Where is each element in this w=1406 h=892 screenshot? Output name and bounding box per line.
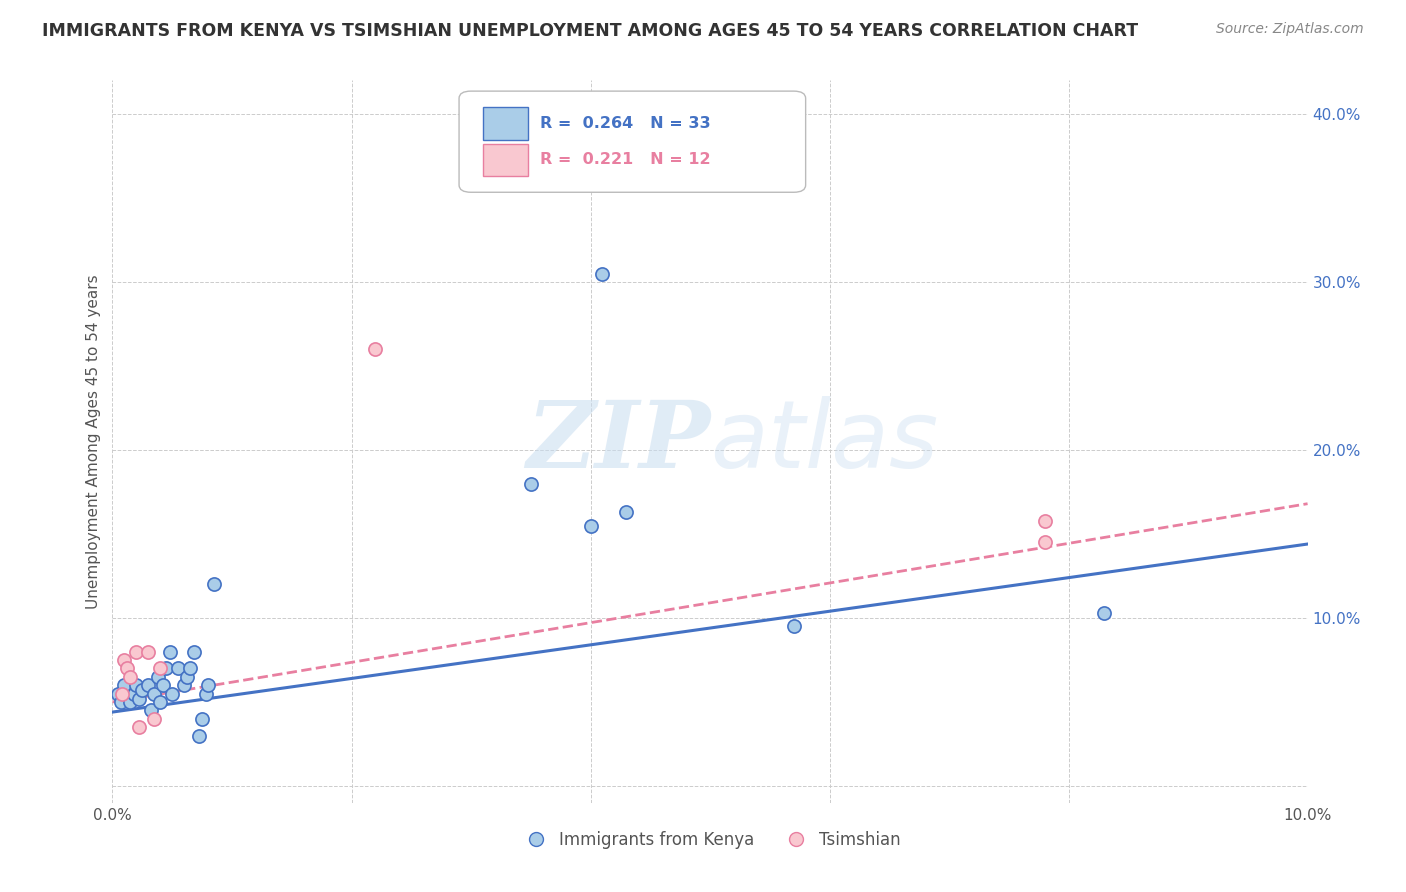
Point: [128, 720, 150, 734]
Point: [1094, 606, 1116, 620]
Legend: Immigrants from Kenya, Tsimshian: Immigrants from Kenya, Tsimshian: [512, 824, 908, 856]
Point: [191, 712, 214, 726]
Point: [202, 577, 225, 591]
Point: [131, 683, 153, 698]
Point: [120, 670, 142, 684]
Point: [1033, 535, 1056, 549]
Point: [159, 644, 181, 658]
Point: [122, 687, 145, 701]
FancyBboxPatch shape: [484, 107, 529, 140]
Point: [152, 678, 174, 692]
Point: [179, 661, 201, 675]
Point: [138, 644, 160, 658]
Point: [579, 518, 602, 533]
Point: [149, 661, 172, 675]
Point: [111, 687, 134, 701]
Point: [194, 687, 217, 701]
Text: atlas: atlas: [710, 396, 938, 487]
Point: [110, 695, 132, 709]
Text: R =  0.221   N = 12: R = 0.221 N = 12: [540, 153, 711, 168]
Text: IMMIGRANTS FROM KENYA VS TSIMSHIAN UNEMPLOYMENT AMONG AGES 45 TO 54 YEARS CORREL: IMMIGRANTS FROM KENYA VS TSIMSHIAN UNEMP…: [42, 22, 1139, 40]
Point: [114, 678, 135, 692]
Point: [155, 661, 177, 675]
Point: [125, 678, 148, 692]
Point: [139, 703, 162, 717]
Y-axis label: Unemployment Among Ages 45 to 54 years: Unemployment Among Ages 45 to 54 years: [86, 274, 101, 609]
FancyBboxPatch shape: [484, 144, 529, 176]
Point: [149, 695, 172, 709]
Point: [120, 695, 142, 709]
Point: [114, 653, 135, 667]
Point: [125, 644, 148, 658]
Point: [1033, 514, 1056, 528]
Point: [146, 670, 169, 684]
Point: [167, 661, 190, 675]
Point: [616, 505, 638, 519]
Point: [115, 661, 138, 675]
Point: [143, 712, 166, 726]
Point: [176, 670, 198, 684]
Point: [197, 678, 219, 692]
Point: [783, 619, 806, 633]
Text: ZIP: ZIP: [526, 397, 710, 486]
Point: [143, 687, 166, 701]
FancyBboxPatch shape: [458, 91, 806, 193]
Point: [183, 644, 205, 658]
Text: R =  0.264   N = 33: R = 0.264 N = 33: [540, 116, 711, 131]
Text: Source: ZipAtlas.com: Source: ZipAtlas.com: [1216, 22, 1364, 37]
Point: [520, 476, 543, 491]
Point: [107, 687, 129, 701]
Point: [162, 687, 183, 701]
Point: [173, 678, 195, 692]
Point: [592, 267, 614, 281]
Point: [364, 342, 387, 356]
Point: [138, 678, 160, 692]
Point: [128, 691, 150, 706]
Point: [187, 729, 209, 743]
